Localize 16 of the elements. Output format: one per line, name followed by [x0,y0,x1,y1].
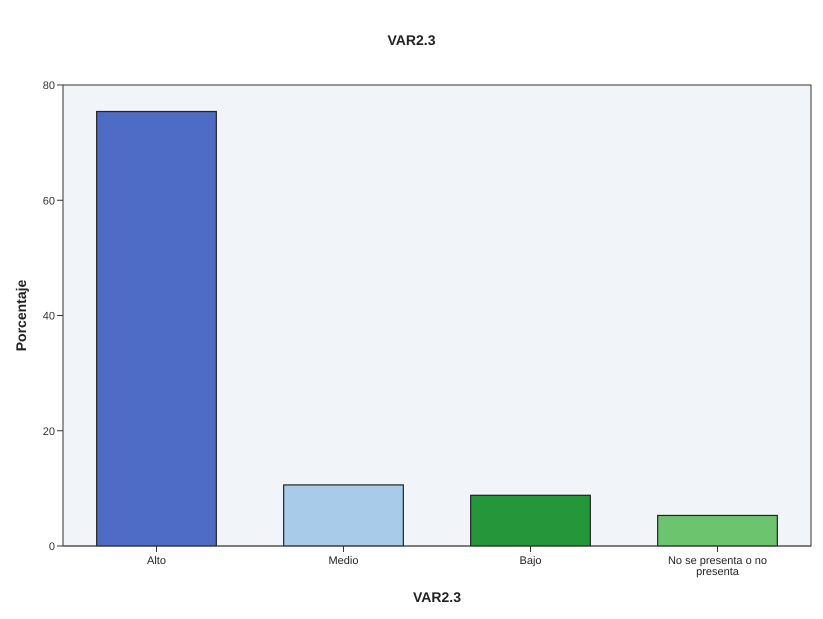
x-axis-title: VAR2.3 [413,589,462,605]
y-tick-label: 80 [42,80,55,92]
y-tick-label: 40 [42,310,55,322]
y-tick-label: 20 [42,426,55,438]
y-tick-label: 0 [48,541,55,553]
x-tick-label: Bajo [519,555,542,567]
x-tick-label: Medio [328,555,358,567]
bar [470,494,591,547]
y-axis-title: Porcentaje [13,279,29,352]
bar [96,110,217,547]
x-tick-label: Alto [147,555,166,567]
bar [283,484,404,547]
bar [657,514,778,547]
y-tick-label: 60 [42,195,55,208]
chart-title: VAR2.3 [388,32,436,48]
x-tick-label: No se presenta o no presenta [668,555,768,578]
